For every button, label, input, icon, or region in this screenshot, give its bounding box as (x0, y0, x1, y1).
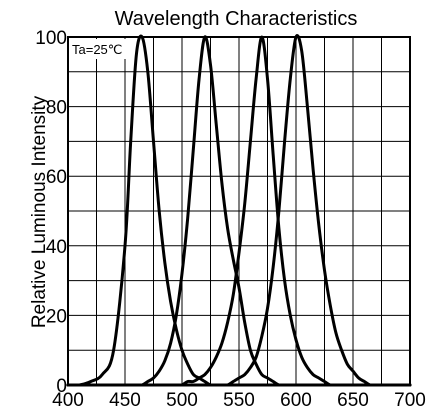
x-tick-labels: 400 450 500 550 600 650 700 (52, 390, 426, 411)
y-tick-label: 100 (35, 28, 67, 49)
x-tick-label: 550 (223, 390, 255, 411)
x-tick-label: 450 (109, 390, 141, 411)
y-axis-label: Relative Luminous Intensity (29, 95, 50, 328)
temperature-annotation: Ta=25℃ (72, 42, 122, 57)
x-tick-label: 650 (337, 390, 369, 411)
y-tick-label: 80 (46, 98, 67, 119)
x-tick-label: 500 (166, 390, 198, 411)
y-tick-label: 60 (46, 167, 67, 188)
y-tick-label: 40 (46, 237, 67, 258)
x-tick-label: 700 (394, 390, 426, 411)
grid (68, 37, 410, 385)
chart-title: Wavelength Characteristics (115, 8, 358, 30)
x-tick-label: 400 (52, 390, 84, 411)
x-tick-label: 600 (280, 390, 312, 411)
y-tick-label: 20 (46, 306, 67, 327)
